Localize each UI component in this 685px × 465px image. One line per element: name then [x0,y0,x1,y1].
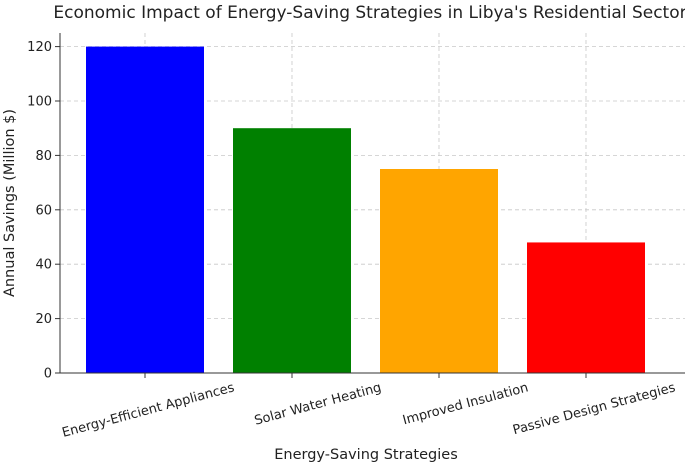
y-axis-label: Annual Savings (Million $) [2,109,18,297]
axes [59,33,685,374]
y-tick-label: 120 [27,40,52,55]
x-tick-label: Solar Water Heating [253,380,383,428]
y-tick-label: 60 [35,203,52,218]
x-tick-label: Passive Design Strategies [511,380,677,438]
chart-title: Economic Impact of Energy-Saving Strateg… [53,3,685,23]
y-tick-label: 20 [35,312,52,327]
bars [86,46,645,373]
y-tick-label: 40 [35,258,52,273]
bar-4 [527,242,645,373]
bar-1 [86,46,204,373]
x-tick-label: Energy-Efficient Appliances [60,380,236,441]
x-tick-label: Improved Insulation [401,380,530,428]
y-ticks: 0 20 40 60 80 100 120 [27,40,60,382]
y-tick-label: 80 [35,149,52,164]
x-axis-label: Energy-Saving Strategies [274,447,458,463]
y-tick-label: 0 [44,367,52,382]
bar-2 [233,128,351,373]
x-ticks: Energy-Efficient Appliances Solar Water H… [60,373,677,441]
y-tick-label: 100 [27,95,52,110]
bar-3 [380,169,498,373]
